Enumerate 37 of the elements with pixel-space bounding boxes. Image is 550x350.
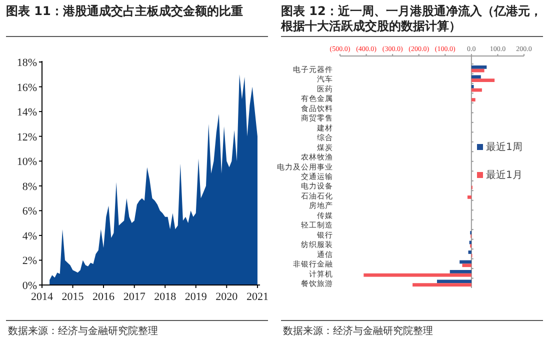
y-tick-label: 6% bbox=[22, 206, 37, 218]
y-tick-label: 10% bbox=[16, 156, 37, 168]
chart-title: 图表 11：港股通成交占主板成交金额的比重 bbox=[6, 4, 244, 19]
y-tick-label: 2% bbox=[22, 255, 37, 268]
x-tick-label: 2018 bbox=[154, 291, 177, 303]
y-tick-label: 14% bbox=[16, 106, 37, 119]
y-tick-label: 12% bbox=[16, 131, 37, 144]
chart-title: 图表 12：近一周、一月港股通净流入（亿港元，根据十大活跃成交股的数据计算） bbox=[281, 4, 543, 34]
x-tick-label: 2017 bbox=[123, 291, 146, 303]
y-tick-label: 8% bbox=[22, 180, 37, 193]
bar bbox=[462, 264, 472, 268]
x-tick-label: 2020 bbox=[216, 291, 238, 303]
bar bbox=[471, 68, 484, 72]
bar bbox=[468, 250, 472, 254]
x-tick-label: 2021 bbox=[246, 291, 268, 303]
y-tick-label: 4% bbox=[22, 230, 37, 242]
x-tick-label: 2015 bbox=[62, 291, 84, 303]
source-note: 数据来源：经济与金融研究院整理 bbox=[8, 324, 158, 338]
bar bbox=[471, 65, 487, 69]
x-tick-label: 2019 bbox=[184, 291, 208, 303]
bar bbox=[412, 283, 472, 287]
bar bbox=[467, 195, 472, 199]
bar bbox=[471, 78, 495, 82]
y-tick-label: 16% bbox=[16, 82, 37, 94]
legend-label: 最近1月 bbox=[486, 169, 522, 181]
x-tick-label: 2014 bbox=[31, 291, 54, 303]
bar bbox=[450, 270, 472, 274]
y-tick-label: 0% bbox=[22, 280, 37, 292]
bar bbox=[471, 75, 481, 79]
legend-label: 最近1周 bbox=[486, 141, 522, 153]
bar bbox=[436, 280, 472, 284]
source-note: 数据来源：经济与金融研究院整理 bbox=[283, 324, 433, 338]
bar bbox=[471, 84, 474, 88]
bar bbox=[364, 273, 472, 277]
bar bbox=[471, 98, 476, 102]
x-tick-label: 2016 bbox=[92, 291, 116, 303]
y-tick-label: 18% bbox=[16, 57, 37, 69]
